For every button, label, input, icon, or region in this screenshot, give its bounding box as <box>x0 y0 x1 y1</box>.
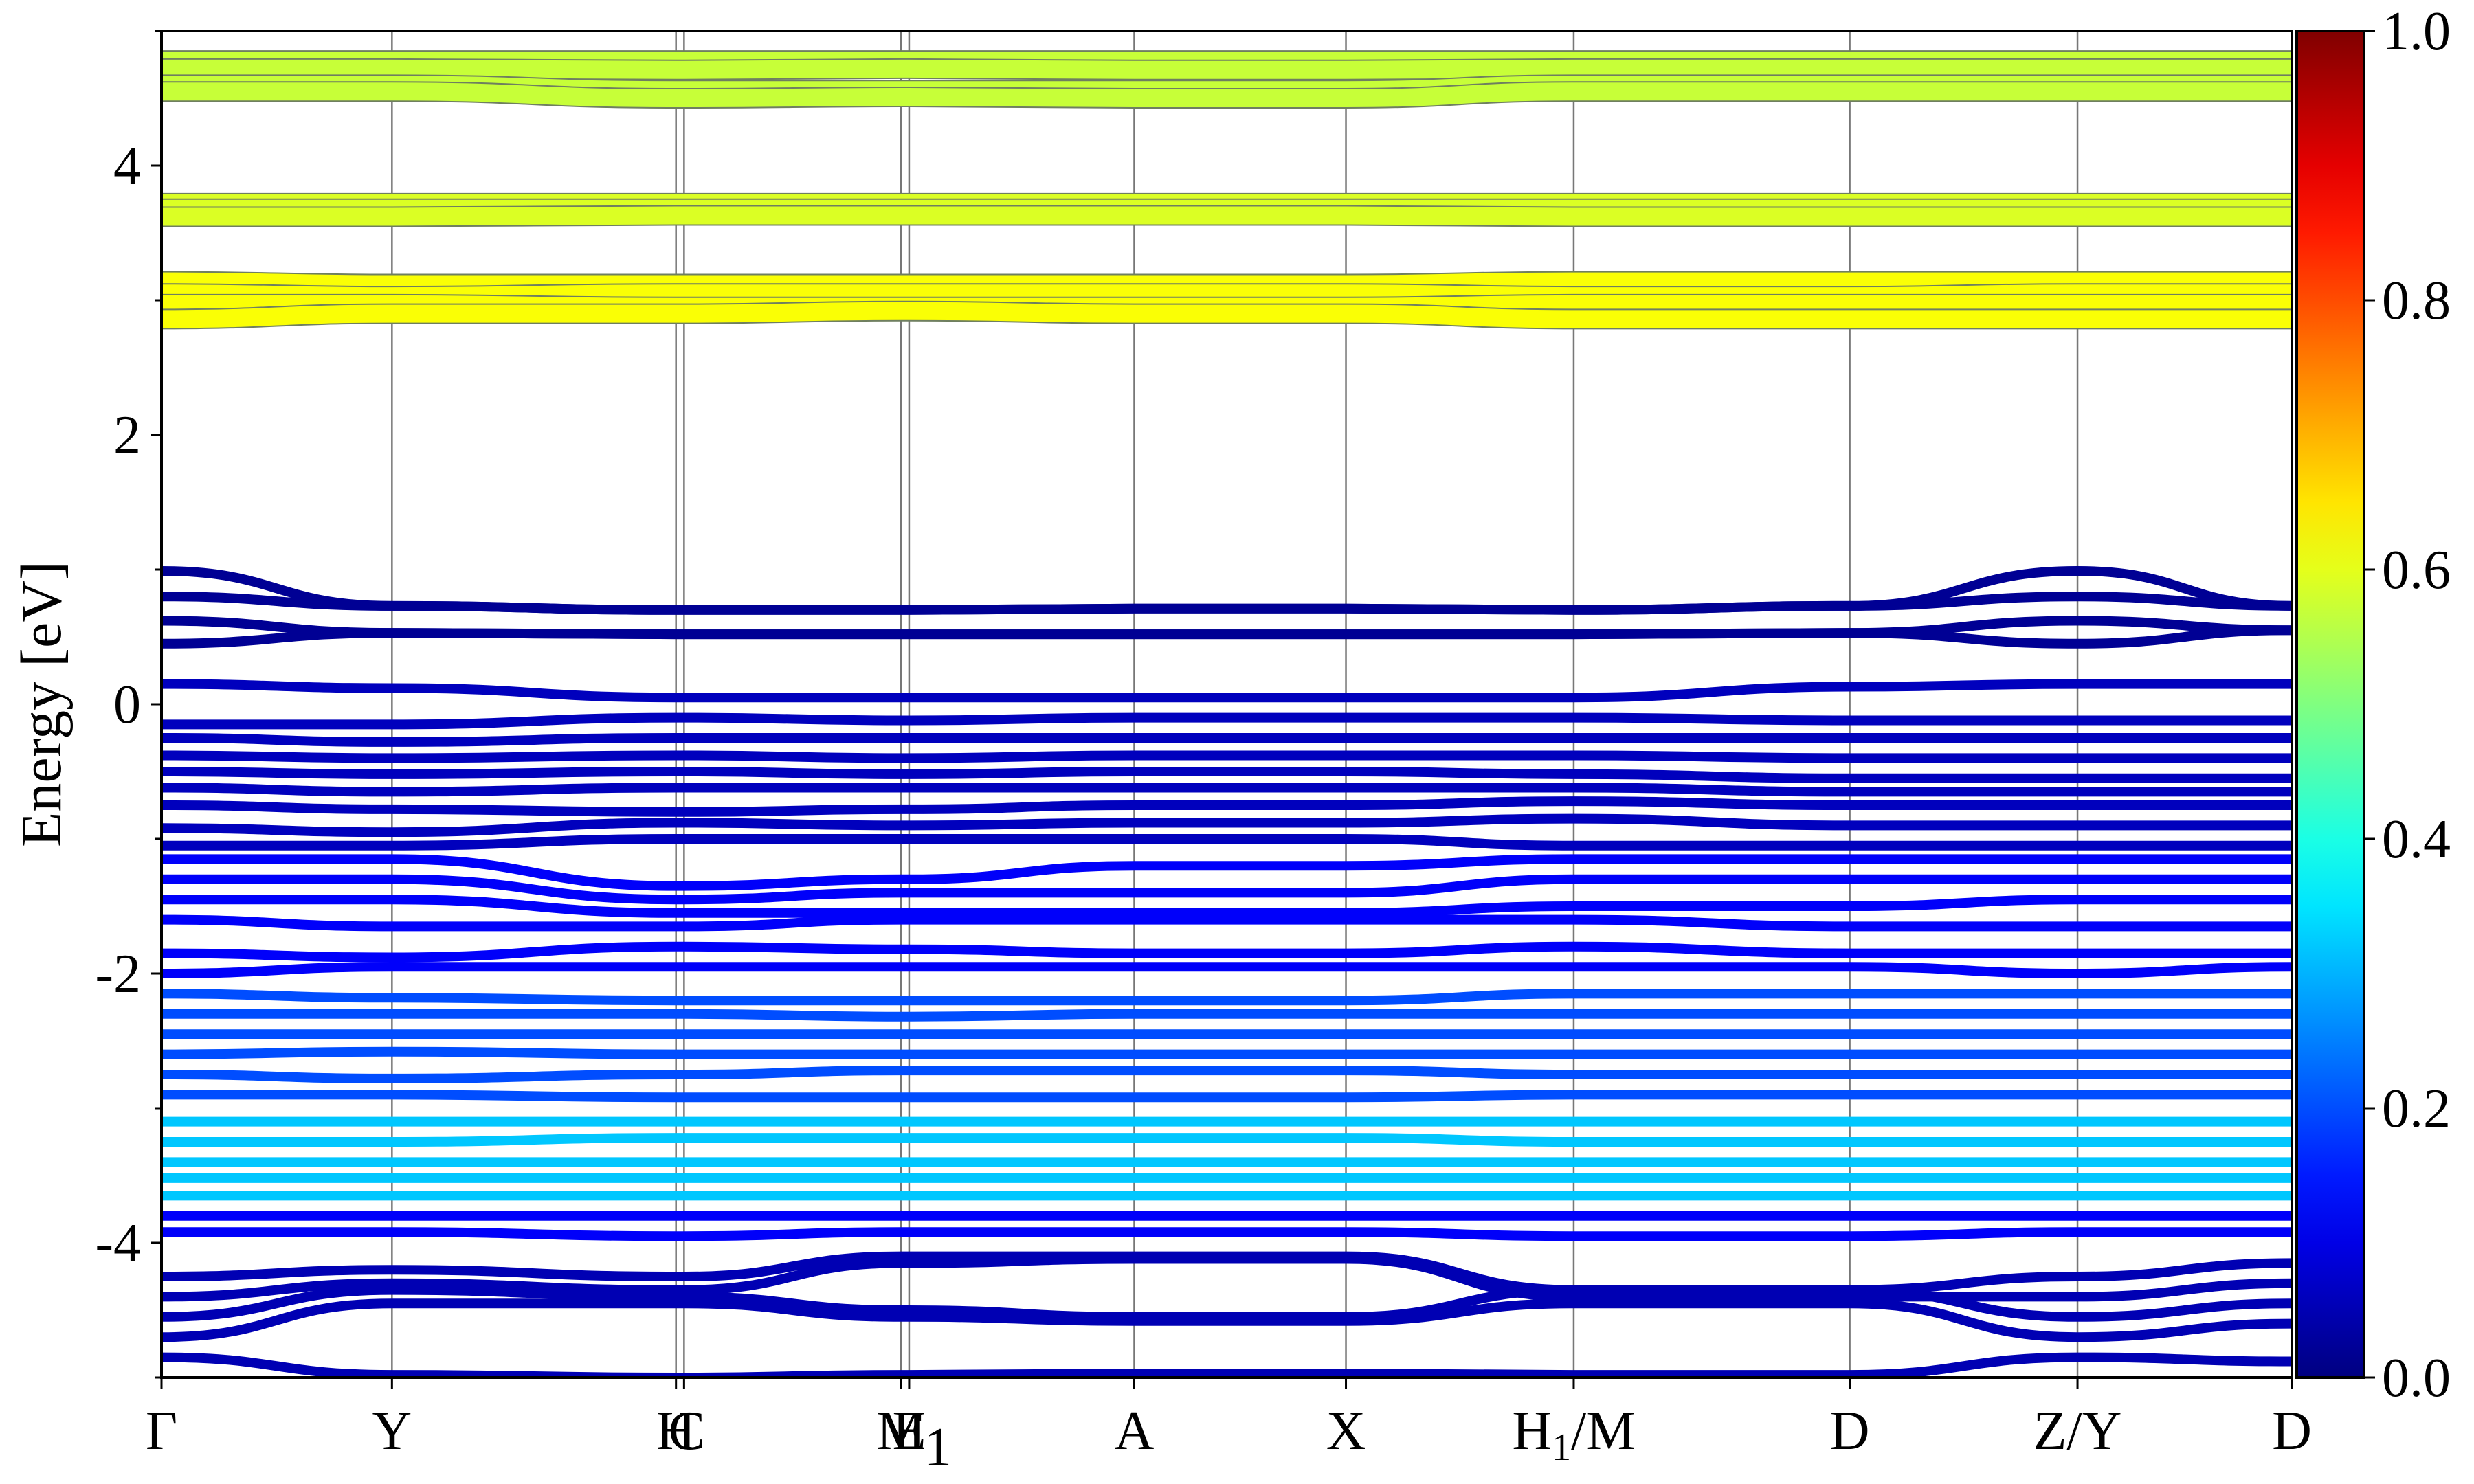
plot-area <box>161 31 2292 1378</box>
band-line <box>161 796 2292 817</box>
x-tick-label: Γ <box>146 1401 177 1461</box>
x-tick-label: A <box>1115 1401 1155 1461</box>
y-tick-label: -2 <box>95 944 141 1004</box>
x-tick-label: C <box>669 1401 705 1461</box>
y-tick-label: 4 <box>113 136 141 196</box>
band-line <box>161 732 2292 747</box>
band-line <box>161 1227 2292 1241</box>
band-line <box>161 1090 2292 1103</box>
colorbar-tick-label: 0.0 <box>2382 1348 2451 1408</box>
colorbar-tick-label: 0.2 <box>2382 1079 2451 1139</box>
y-tick-label: -4 <box>95 1213 141 1274</box>
band-lines <box>161 50 2292 1378</box>
band-line <box>161 813 2292 837</box>
band-line <box>161 962 2292 978</box>
x-tick-label: Y <box>372 1401 412 1461</box>
band-line <box>161 833 2292 851</box>
x-tick-label: D <box>1830 1401 1870 1461</box>
colorbar <box>2295 30 2365 1379</box>
x-tick-label: E <box>892 1401 926 1461</box>
band-line <box>161 1066 2292 1083</box>
x-tick-label-subscript: 1 <box>924 1417 952 1478</box>
x-tick-label: Z/Y <box>2033 1401 2122 1461</box>
y-axis-ticks: -4 -2 0 2 4 <box>95 30 161 1379</box>
x-tick-label: H <box>656 1401 696 1461</box>
band-line <box>161 625 2292 649</box>
band-line <box>161 1046 2292 1059</box>
kpoint-lines <box>391 31 2079 1378</box>
band-line <box>161 750 2292 763</box>
band-line <box>161 1133 2292 1147</box>
x-tick-label: H1/M <box>1512 1401 1635 1469</box>
band-line <box>161 712 2292 730</box>
y-tick-label: 0 <box>113 675 141 735</box>
band-line <box>161 82 2292 108</box>
band-line <box>161 302 2292 328</box>
colorbar-tick-label: 1.0 <box>2382 1 2451 62</box>
colorbar-tick-label: 0.4 <box>2382 809 2451 870</box>
band-line <box>161 592 2292 615</box>
band-line <box>161 941 2292 963</box>
band-line <box>161 989 2292 1006</box>
band-line <box>161 679 2292 703</box>
band-line <box>161 766 2292 783</box>
x-axis-ticks: Γ Y HC ME1 A X H1/M D Z/Y D <box>146 1378 2312 1478</box>
x-tick-label: X <box>1326 1401 1366 1461</box>
band-line <box>161 783 2292 797</box>
band-line <box>161 206 2292 226</box>
y-axis-label: Energy [eV] <box>10 561 74 847</box>
x-tick-label: M <box>877 1401 926 1461</box>
y-tick-label: 2 <box>113 405 141 466</box>
band-line <box>161 914 2292 932</box>
band-line <box>161 1009 2292 1022</box>
band-line <box>161 895 2292 918</box>
colorbar-tick-label: 0.8 <box>2382 271 2451 331</box>
band-line <box>161 874 2292 905</box>
colorbar-tick-label: 0.6 <box>2382 540 2451 600</box>
colorbar-ticks: 0.0 0.2 0.4 0.6 0.8 1.0 <box>2364 1 2451 1408</box>
band-line <box>161 59 2292 79</box>
band-line <box>161 1298 2292 1342</box>
band-line <box>161 854 2292 891</box>
x-tick-label: D <box>2272 1401 2312 1461</box>
